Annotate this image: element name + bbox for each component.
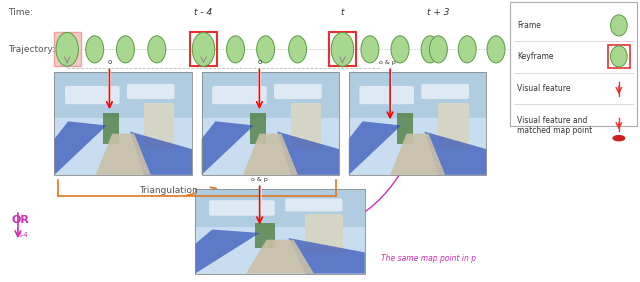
- FancyBboxPatch shape: [127, 84, 175, 99]
- Ellipse shape: [193, 32, 215, 66]
- Ellipse shape: [421, 36, 439, 63]
- Ellipse shape: [257, 36, 275, 63]
- Text: Visual feature and
matched map point: Visual feature and matched map point: [517, 116, 593, 135]
- Polygon shape: [246, 240, 314, 274]
- Polygon shape: [195, 230, 260, 274]
- Polygon shape: [349, 121, 401, 175]
- FancyBboxPatch shape: [360, 86, 414, 104]
- Polygon shape: [289, 238, 365, 274]
- Text: o & p: o & p: [378, 60, 396, 65]
- Ellipse shape: [86, 36, 104, 63]
- Text: Keyframe: Keyframe: [517, 52, 554, 61]
- FancyBboxPatch shape: [285, 199, 342, 212]
- FancyBboxPatch shape: [397, 113, 413, 144]
- Polygon shape: [202, 121, 254, 175]
- Polygon shape: [277, 132, 339, 175]
- Text: o & p: o & p: [252, 177, 268, 182]
- FancyBboxPatch shape: [349, 72, 486, 118]
- Ellipse shape: [516, 36, 534, 63]
- FancyBboxPatch shape: [144, 103, 174, 149]
- FancyBboxPatch shape: [250, 113, 266, 144]
- Circle shape: [613, 136, 625, 141]
- Ellipse shape: [458, 36, 476, 63]
- Text: Time:: Time:: [8, 8, 33, 17]
- FancyBboxPatch shape: [54, 72, 192, 118]
- Text: Frame: Frame: [517, 21, 541, 30]
- Ellipse shape: [361, 36, 379, 63]
- FancyBboxPatch shape: [65, 86, 120, 104]
- Ellipse shape: [332, 32, 354, 66]
- Ellipse shape: [611, 15, 627, 36]
- Polygon shape: [96, 134, 151, 175]
- Text: Trajectory:: Trajectory:: [8, 45, 55, 54]
- FancyBboxPatch shape: [510, 2, 637, 126]
- FancyBboxPatch shape: [438, 103, 468, 149]
- Text: Triangulation: Triangulation: [140, 186, 198, 195]
- Ellipse shape: [56, 32, 79, 66]
- Ellipse shape: [391, 36, 409, 63]
- FancyBboxPatch shape: [291, 103, 321, 149]
- Ellipse shape: [116, 36, 134, 63]
- Text: The same map point in p: The same map point in p: [381, 254, 476, 263]
- Polygon shape: [390, 134, 445, 175]
- Text: Visual feature: Visual feature: [517, 84, 571, 93]
- FancyBboxPatch shape: [202, 72, 339, 175]
- FancyBboxPatch shape: [102, 113, 119, 144]
- Polygon shape: [54, 121, 107, 175]
- Text: OR: OR: [12, 215, 29, 225]
- Text: t-4: t-4: [19, 232, 29, 239]
- Polygon shape: [130, 132, 192, 175]
- FancyBboxPatch shape: [54, 32, 81, 66]
- FancyBboxPatch shape: [421, 84, 469, 99]
- Ellipse shape: [148, 36, 166, 63]
- FancyBboxPatch shape: [195, 189, 365, 274]
- FancyBboxPatch shape: [202, 72, 339, 118]
- Ellipse shape: [289, 36, 307, 63]
- FancyBboxPatch shape: [209, 200, 275, 216]
- Ellipse shape: [227, 36, 244, 63]
- FancyBboxPatch shape: [274, 84, 322, 99]
- FancyBboxPatch shape: [255, 223, 275, 248]
- Text: t + 3: t + 3: [427, 8, 450, 17]
- Ellipse shape: [611, 46, 627, 67]
- FancyBboxPatch shape: [54, 72, 192, 175]
- Text: t - 4: t - 4: [195, 8, 212, 17]
- FancyBboxPatch shape: [349, 72, 486, 175]
- Text: t: t: [340, 8, 344, 17]
- Polygon shape: [243, 134, 298, 175]
- Text: o: o: [257, 59, 262, 65]
- FancyBboxPatch shape: [212, 86, 267, 104]
- FancyBboxPatch shape: [195, 189, 365, 227]
- Ellipse shape: [429, 36, 447, 63]
- FancyBboxPatch shape: [305, 214, 343, 252]
- Polygon shape: [424, 132, 486, 175]
- Ellipse shape: [487, 36, 505, 63]
- Text: o: o: [108, 59, 111, 65]
